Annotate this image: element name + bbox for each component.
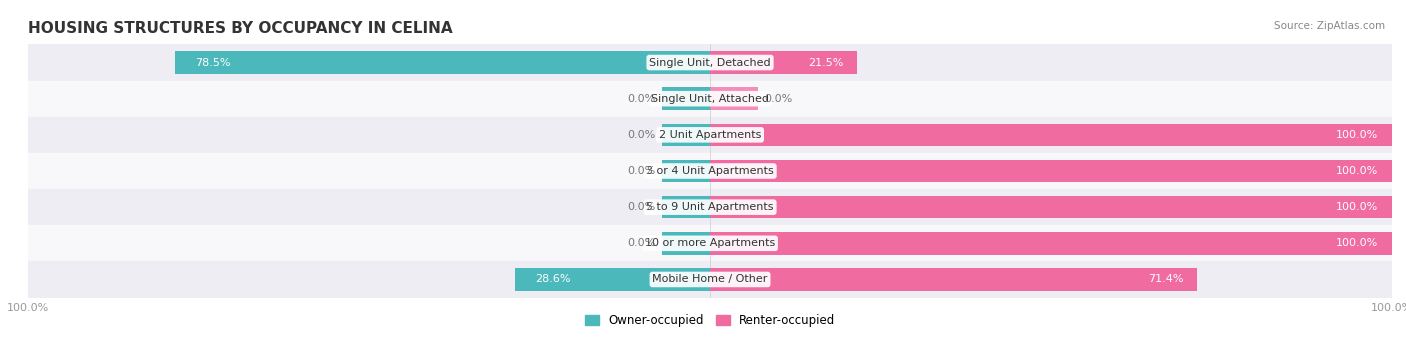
Bar [28,189,1392,225]
Text: HOUSING STRUCTURES BY OCCUPANCY IN CELINA: HOUSING STRUCTURES BY OCCUPANCY IN CELIN… [28,21,453,36]
Text: 0.0%: 0.0% [627,166,655,176]
Bar [28,261,1392,298]
Text: Mobile Home / Other: Mobile Home / Other [652,275,768,285]
Text: Single Unit, Attached: Single Unit, Attached [651,94,769,104]
Text: 100.0%: 100.0% [1336,166,1378,176]
Text: 0.0%: 0.0% [627,202,655,212]
Bar [28,117,1392,153]
Bar [28,44,1392,81]
Text: 100.0%: 100.0% [1336,130,1378,140]
Bar [662,124,710,146]
Text: 0.0%: 0.0% [627,94,655,104]
Bar [710,51,856,74]
Text: 71.4%: 71.4% [1147,275,1184,285]
Bar [662,232,710,254]
Bar [710,160,1392,182]
Text: 100.0%: 100.0% [1336,202,1378,212]
Bar [28,153,1392,189]
Bar [710,88,758,110]
Bar [662,88,710,110]
Text: 100.0%: 100.0% [1336,238,1378,248]
Text: Single Unit, Detached: Single Unit, Detached [650,57,770,67]
Bar [28,225,1392,261]
Bar [662,160,710,182]
Text: 0.0%: 0.0% [627,238,655,248]
Bar [710,232,1392,254]
Text: 21.5%: 21.5% [807,57,844,67]
Text: 28.6%: 28.6% [536,275,571,285]
Bar [710,268,1197,291]
Text: 5 to 9 Unit Apartments: 5 to 9 Unit Apartments [647,202,773,212]
Text: 10 or more Apartments: 10 or more Apartments [645,238,775,248]
Bar [515,268,710,291]
Text: 0.0%: 0.0% [765,94,793,104]
Text: 78.5%: 78.5% [195,57,231,67]
Bar [710,196,1392,218]
Bar [710,124,1392,146]
Text: 2 Unit Apartments: 2 Unit Apartments [659,130,761,140]
Text: 0.0%: 0.0% [627,130,655,140]
Text: 3 or 4 Unit Apartments: 3 or 4 Unit Apartments [647,166,773,176]
Bar [174,51,710,74]
Legend: Owner-occupied, Renter-occupied: Owner-occupied, Renter-occupied [579,310,841,332]
Text: Source: ZipAtlas.com: Source: ZipAtlas.com [1274,21,1385,30]
Bar [662,196,710,218]
Bar [28,81,1392,117]
